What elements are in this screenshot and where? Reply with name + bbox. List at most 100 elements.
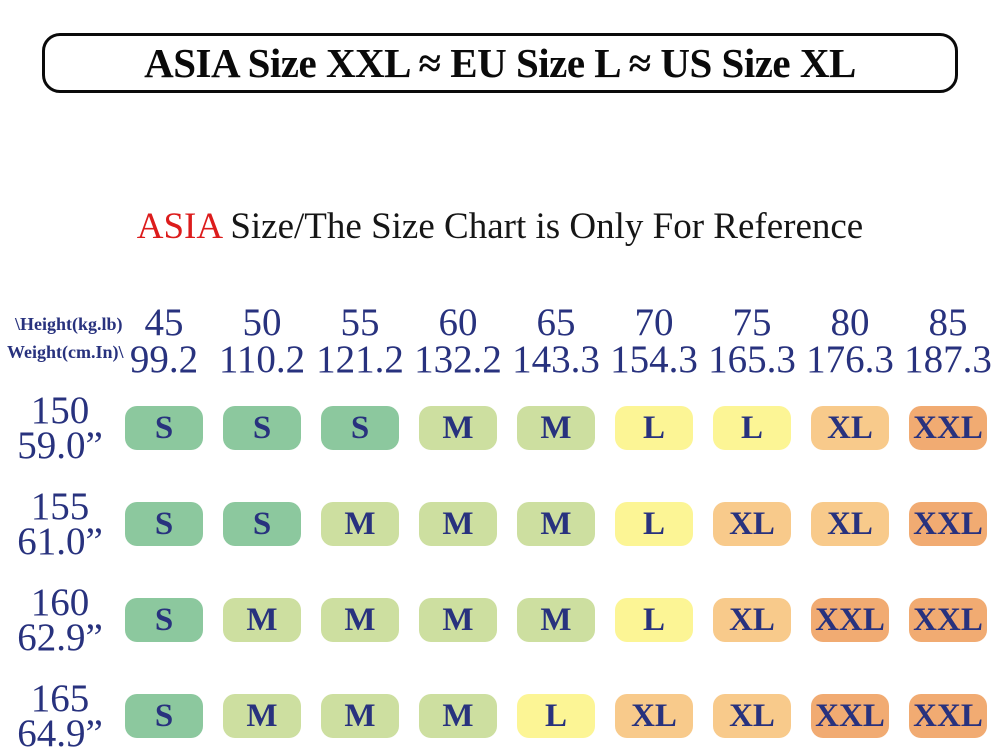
size-badge: S (125, 502, 203, 546)
height-inch-value: 59.0” (17, 424, 103, 467)
weight-column-header: 80 176.3 (801, 300, 899, 380)
size-badge: M (419, 502, 497, 546)
size-badge: XXL (909, 598, 987, 642)
height-inch-value: 62.9” (17, 616, 103, 659)
chart-subtitle: ASIA Size/The Size Chart is Only For Ref… (0, 205, 1000, 248)
size-cell: L (605, 572, 703, 668)
size-badge: M (223, 598, 301, 642)
size-cell: XL (703, 572, 801, 668)
size-cell: M (507, 476, 605, 572)
banner-text: ASIA Size XXL ≈ EU Size L ≈ US Size XL (144, 40, 856, 86)
weight-lb-value: 143.3 (512, 338, 600, 381)
size-cell: S (213, 380, 311, 476)
size-cell: S (115, 476, 213, 572)
height-inch-value: 61.0” (17, 520, 103, 563)
height-row-label: 160 62.9” (5, 572, 115, 668)
size-cell: M (311, 668, 409, 750)
size-badge: XXL (811, 598, 889, 642)
size-cell: XL (801, 380, 899, 476)
weight-lb-value: 110.2 (218, 338, 306, 381)
weight-column-header: 75 165.3 (703, 300, 801, 380)
size-badge: XXL (909, 502, 987, 546)
weight-column-header: 50 110.2 (213, 300, 311, 380)
height-cm-value: 165 (30, 677, 90, 720)
size-equivalence-banner: ASIA Size XXL ≈ EU Size L ≈ US Size XL (42, 33, 958, 93)
size-badge: XXL (909, 694, 987, 738)
size-badge: XL (713, 694, 791, 738)
size-cell: M (311, 572, 409, 668)
size-badge: M (223, 694, 301, 738)
size-cell: M (213, 668, 311, 750)
size-cell: S (213, 476, 311, 572)
weight-kg-value: 85 (928, 301, 968, 344)
size-cell: XXL (899, 380, 997, 476)
size-cell: XXL (801, 572, 899, 668)
size-cell: XL (801, 476, 899, 572)
height-cm-value: 155 (30, 485, 90, 528)
weight-lb-value: 176.3 (806, 338, 894, 381)
size-badge: M (517, 502, 595, 546)
weight-column-header: 70 154.3 (605, 300, 703, 380)
weight-kg-value: 80 (830, 301, 870, 344)
size-cell: M (213, 572, 311, 668)
size-cell: XXL (899, 476, 997, 572)
size-cell: M (311, 476, 409, 572)
size-cell: XXL (899, 572, 997, 668)
weight-column-header: 85 187.3 (899, 300, 997, 380)
size-badge: L (517, 694, 595, 738)
weight-lb-value: 154.3 (610, 338, 698, 381)
weight-lb-value: 99.2 (129, 338, 199, 381)
size-badge: XL (811, 502, 889, 546)
height-row-label: 165 64.9” (5, 668, 115, 750)
size-cell: L (507, 668, 605, 750)
weight-lb-value: 132.2 (414, 338, 502, 381)
height-cm-value: 160 (30, 581, 90, 624)
size-cell: L (605, 380, 703, 476)
size-badge: S (125, 598, 203, 642)
subtitle-highlight: ASIA (136, 206, 222, 247)
weight-lb-value: 121.2 (316, 338, 404, 381)
size-badge: L (615, 598, 693, 642)
size-cell: XXL (801, 668, 899, 750)
subtitle-rest: Size/The Size Chart is Only For Referenc… (221, 206, 864, 247)
weight-kg-value: 55 (340, 301, 380, 344)
size-cell: M (409, 476, 507, 572)
size-cell: XL (703, 476, 801, 572)
size-cell: XL (605, 668, 703, 750)
size-badge: XXL (909, 406, 987, 450)
size-cell: M (409, 668, 507, 750)
size-badge: XXL (811, 694, 889, 738)
size-cell: S (115, 572, 213, 668)
size-badge: M (321, 694, 399, 738)
size-badge: M (517, 406, 595, 450)
size-cell: M (409, 380, 507, 476)
size-badge: S (223, 406, 301, 450)
weight-kg-value: 75 (732, 301, 772, 344)
size-badge: M (321, 502, 399, 546)
size-badge: M (419, 406, 497, 450)
height-row-label: 155 61.0” (5, 476, 115, 572)
size-cell: L (703, 380, 801, 476)
weight-column-header: 65 143.3 (507, 300, 605, 380)
weight-kg-value: 60 (438, 301, 478, 344)
size-cell: L (605, 476, 703, 572)
size-badge: M (517, 598, 595, 642)
weight-lb-value: 187.3 (904, 338, 992, 381)
weight-column-header: 45 99.2 (115, 300, 213, 380)
weight-kg-value: 70 (634, 301, 674, 344)
height-cm-value: 150 (30, 389, 90, 432)
size-cell: M (507, 380, 605, 476)
height-axis-label: \Height(kg.lb) (15, 314, 123, 334)
size-badge: XL (713, 598, 791, 642)
size-table: \Height(kg.lb) Weight(cm.In)\ 45 99.2 50 110.… (5, 300, 1000, 750)
size-badge: XL (811, 406, 889, 450)
size-badge: S (321, 406, 399, 450)
size-badge: L (713, 406, 791, 450)
size-badge: M (321, 598, 399, 642)
size-badge: XL (615, 694, 693, 738)
size-badge: XL (713, 502, 791, 546)
size-badge: S (125, 694, 203, 738)
weight-axis-label: Weight(cm.In)\ (7, 342, 124, 362)
corner-label: \Height(kg.lb) Weight(cm.In)\ (5, 300, 124, 380)
